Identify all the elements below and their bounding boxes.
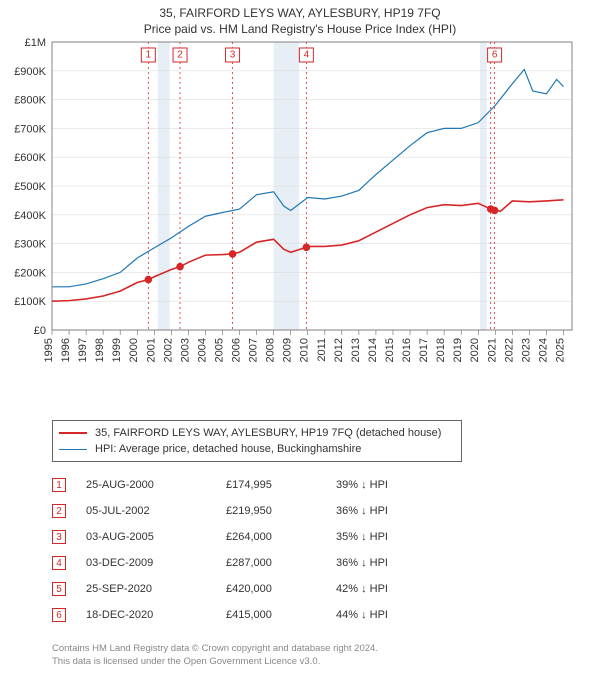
table-row: 5 25-SEP-2020£420,00042% ↓ HPI [52,576,456,602]
x-axis-label: 2013 [350,338,362,362]
y-axis-label: £700K [14,123,46,135]
row-marker: 1 [52,478,66,492]
row-price: £415,000 [226,609,336,621]
x-axis-label: 2003 [179,338,191,362]
x-axis-label: 2017 [418,338,430,362]
page-subtitle: Price paid vs. HM Land Registry's House … [0,20,600,36]
x-axis-label: 2002 [162,338,174,362]
legend-label: HPI: Average price, detached house, Buck… [95,441,361,457]
sale-marker-number: 6 [492,50,498,61]
attribution-footnote: Contains HM Land Registry data © Crown c… [52,643,378,668]
row-date: 03-DEC-2009 [86,557,226,569]
table-row: 3 03-AUG-2005£264,00035% ↓ HPI [52,524,456,550]
y-axis-label: £200K [14,267,46,279]
sale-marker-number: 3 [230,50,236,61]
y-axis-label: £800K [14,95,46,107]
legend-label: 35, FAIRFORD LEYS WAY, AYLESBURY, HP19 7… [95,425,441,441]
chart-svg: £0£100K£200K£300K£400K£500K£600K£700K£80… [52,42,572,372]
row-marker: 6 [52,608,66,622]
row-diff: 39% ↓ HPI [336,479,456,491]
row-diff: 35% ↓ HPI [336,531,456,543]
x-axis-label: 2014 [367,338,379,362]
legend-row: 35, FAIRFORD LEYS WAY, AYLESBURY, HP19 7… [59,425,455,441]
x-axis-label: 1996 [60,338,72,362]
table-row: 6 18-DEC-2020£415,00044% ↓ HPI [52,602,456,628]
sale-marker-number: 1 [146,50,152,61]
x-axis-label: 2018 [435,338,447,362]
row-date: 25-AUG-2000 [86,479,226,491]
price-chart: £0£100K£200K£300K£400K£500K£600K£700K£80… [52,42,572,372]
x-axis-label: 2012 [333,338,345,362]
y-axis-label: £0 [34,325,46,337]
row-diff: 36% ↓ HPI [336,505,456,517]
row-date: 03-AUG-2005 [86,531,226,543]
x-axis-label: 2009 [282,338,294,362]
y-axis-label: £600K [14,152,46,164]
x-axis-label: 1999 [111,338,123,362]
footnote-line: This data is licensed under the Open Gov… [52,656,378,668]
row-diff: 36% ↓ HPI [336,557,456,569]
row-price: £287,000 [226,557,336,569]
y-axis-label: £1M [25,37,46,49]
table-row: 1 25-AUG-2000£174,99539% ↓ HPI [52,472,456,498]
y-axis-label: £900K [14,66,46,78]
y-axis-label: £500K [14,181,46,193]
footnote-line: Contains HM Land Registry data © Crown c… [52,643,378,655]
chart-legend: 35, FAIRFORD LEYS WAY, AYLESBURY, HP19 7… [52,420,462,462]
table-row: 2 05-JUL-2002£219,95036% ↓ HPI [52,498,456,524]
row-price: £420,000 [226,583,336,595]
x-axis-label: 2021 [486,338,498,362]
page-title: 35, FAIRFORD LEYS WAY, AYLESBURY, HP19 7… [0,0,600,20]
sale-marker-number: 4 [304,50,310,61]
x-axis-label: 2007 [248,338,260,362]
x-axis-label: 2016 [401,338,413,362]
x-axis-label: 2022 [503,338,515,362]
sale-point [145,276,153,284]
row-marker: 4 [52,556,66,570]
row-price: £219,950 [226,505,336,517]
row-date: 25-SEP-2020 [86,583,226,595]
x-axis-label: 2019 [452,338,464,362]
x-axis-label: 2000 [128,338,140,362]
row-date: 05-JUL-2002 [86,505,226,517]
legend-swatch [59,449,87,450]
y-axis-label: £300K [14,239,46,251]
x-axis-label: 2004 [196,338,208,362]
x-axis-label: 1997 [77,338,89,362]
row-price: £264,000 [226,531,336,543]
table-row: 4 03-DEC-2009£287,00036% ↓ HPI [52,550,456,576]
x-axis-label: 2010 [299,338,311,362]
row-diff: 44% ↓ HPI [336,609,456,621]
row-price: £174,995 [226,479,336,491]
legend-swatch [59,432,87,434]
y-axis-label: £400K [14,210,46,222]
y-axis-label: £100K [14,296,46,308]
x-axis-label: 2025 [554,338,566,362]
x-axis-label: 2011 [316,338,328,362]
sale-point [229,250,237,258]
x-axis-label: 2024 [537,338,549,362]
sale-point [491,207,499,215]
legend-row: HPI: Average price, detached house, Buck… [59,441,455,457]
x-axis-label: 1995 [43,338,55,362]
x-axis-label: 2015 [384,338,396,362]
x-axis-label: 2005 [213,338,225,362]
x-axis-label: 1998 [94,338,106,362]
row-marker: 3 [52,530,66,544]
row-marker: 2 [52,504,66,518]
x-axis-label: 2008 [265,338,277,362]
x-axis-label: 2023 [520,338,532,362]
row-diff: 42% ↓ HPI [336,583,456,595]
x-axis-label: 2020 [469,338,481,362]
sale-marker-number: 2 [177,50,183,61]
row-date: 18-DEC-2020 [86,609,226,621]
row-marker: 5 [52,582,66,596]
x-axis-label: 2001 [145,338,157,362]
sales-table: 1 25-AUG-2000£174,99539% ↓ HPI 2 05-JUL-200… [52,472,456,628]
sale-point [176,263,184,271]
sale-point [303,244,311,252]
x-axis-label: 2006 [231,338,243,362]
